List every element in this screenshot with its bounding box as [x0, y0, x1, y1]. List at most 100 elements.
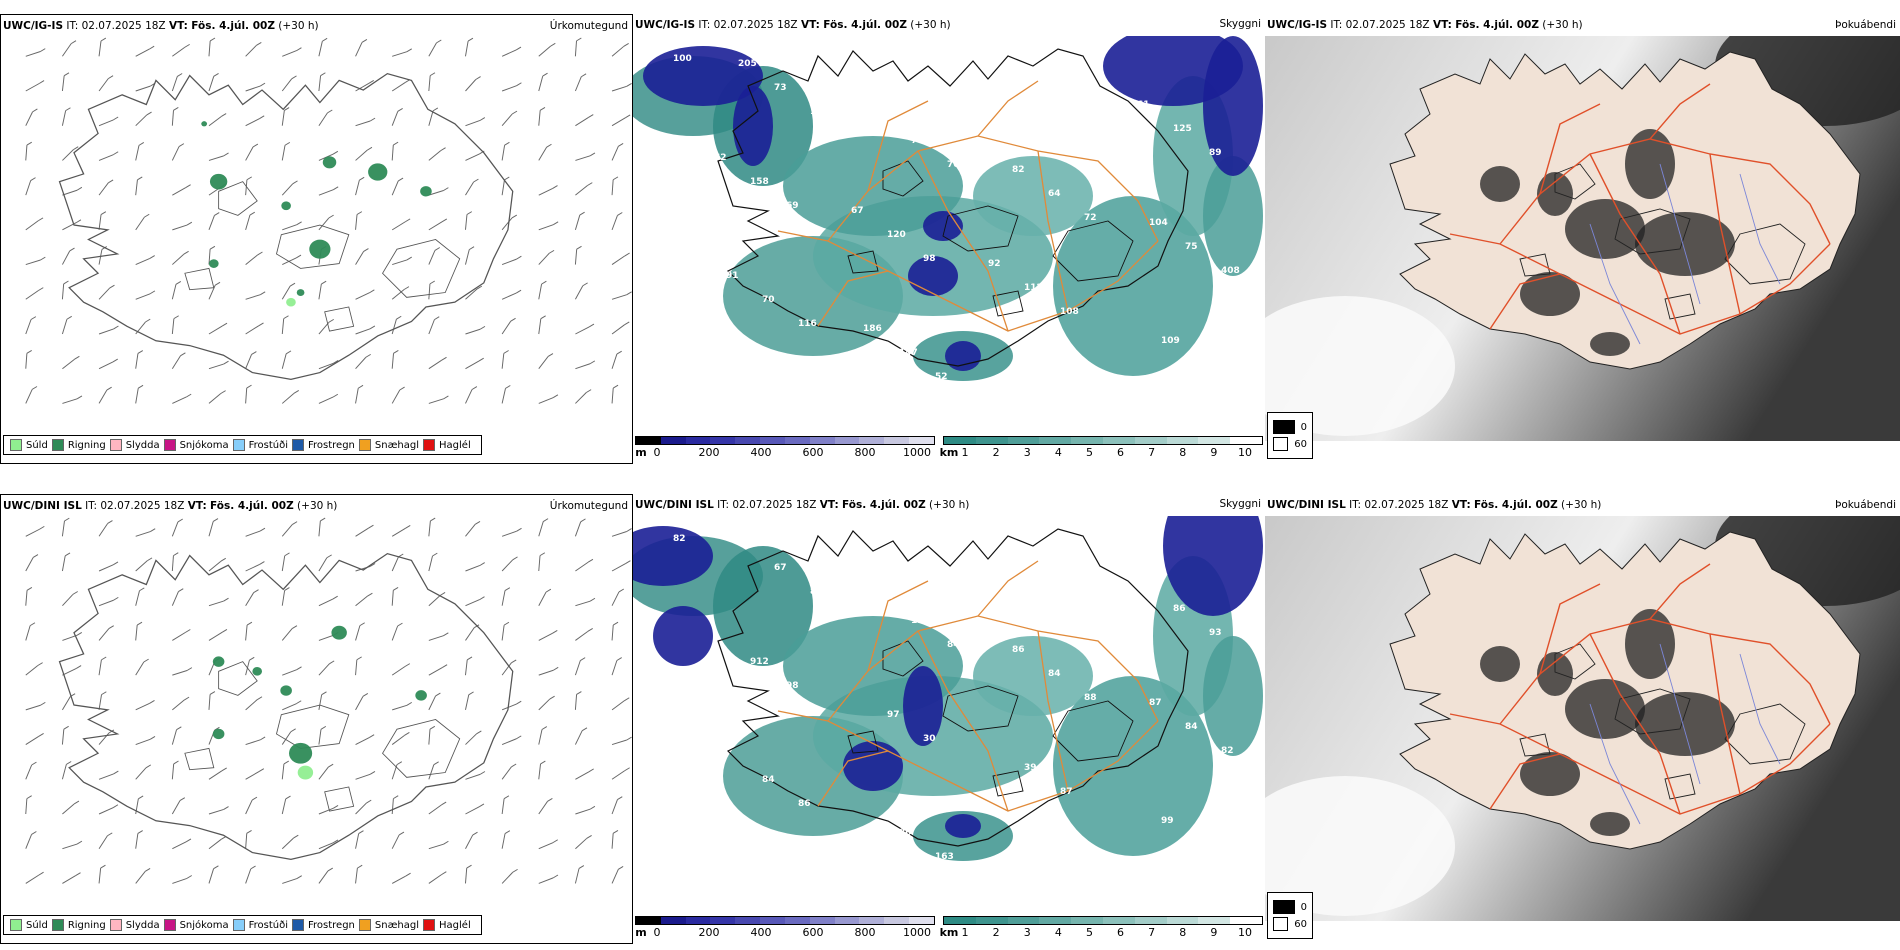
wind-barb: [391, 734, 405, 745]
wind-barb: [501, 590, 506, 606]
fog-dark-area: [1590, 812, 1630, 836]
wind-barb-feather: [589, 360, 596, 365]
wind-barb: [281, 392, 295, 404]
wind-barb: [245, 354, 252, 369]
wind-barb: [208, 808, 224, 815]
wind-barb: [281, 837, 294, 850]
wind-barb: [98, 287, 110, 300]
wind-barb-feather: [333, 360, 339, 364]
wind-barb-feather: [369, 325, 376, 330]
wind-barb: [172, 253, 185, 265]
wind-barb-feather: [292, 521, 298, 525]
wind-barb: [465, 806, 480, 815]
wind-barb: [62, 668, 77, 676]
wind-barb-feather: [185, 838, 192, 843]
precip-cell: [289, 742, 313, 764]
wind-barb-feather: [504, 141, 510, 146]
wind-barb: [245, 388, 248, 404]
wind-barb-feather: [284, 587, 290, 591]
precip-legend: Súld Rigning Slydda Snjókoma Frostúði Frostre…: [3, 915, 482, 935]
wind-barb-feather: [101, 691, 107, 696]
wind-barb: [25, 625, 31, 641]
wind-barb-feather: [368, 524, 374, 529]
wind-barb-feather: [328, 214, 334, 219]
wind-barb-feather: [177, 518, 183, 523]
wind-barb: [208, 325, 223, 335]
wind-barb-feather: [112, 561, 119, 566]
wind-barb: [171, 76, 178, 92]
cloud-base-label: 115: [911, 616, 930, 626]
wind-barb-feather: [26, 587, 33, 591]
wind-barb: [245, 833, 248, 849]
wind-barb-feather: [504, 830, 511, 834]
cloud-base-labels: 82 82 84 88 82 86 163 85 93 98 30 87 80 67 115 84 84 84 80…: [673, 534, 1234, 862]
wind-barb: [135, 48, 150, 57]
wind-barb: [391, 111, 399, 126]
wind-barb: [281, 318, 285, 335]
wind-barb-feather: [37, 662, 43, 666]
wind-barb: [318, 396, 334, 404]
wind-barb-feather: [550, 42, 556, 47]
wind-barb-feather: [40, 256, 46, 261]
wind-barb: [25, 259, 41, 266]
cloud-base-label: 158: [750, 177, 769, 187]
wind-barb-feather: [256, 42, 262, 46]
wind-barb-feather: [246, 176, 252, 181]
wind-barb: [355, 659, 358, 676]
fog-dark-area: [1520, 752, 1580, 796]
wind-barb-feather: [623, 43, 629, 47]
wind-barb: [538, 801, 548, 815]
cloud-base-label: 86: [1012, 645, 1025, 655]
cloud-base-label: 80: [1197, 840, 1210, 850]
fog-dark-area: [1625, 129, 1675, 199]
wind-barb: [98, 389, 108, 404]
cloud-base-label: 912: [750, 657, 769, 667]
wind-barb: [465, 120, 481, 127]
wind-barb-feather: [440, 592, 446, 596]
wind-barb: [245, 118, 260, 127]
wind-barb: [245, 325, 259, 335]
scale-tick-label: 5: [1085, 446, 1093, 459]
wind-barb: [428, 359, 442, 370]
wind-barb-feather: [361, 39, 368, 43]
wind-barb-feather: [113, 151, 119, 156]
wind-barb: [245, 146, 254, 161]
scale-tick-label: 7: [1148, 926, 1156, 939]
wind-barb-feather: [516, 289, 522, 294]
panel-title: UWC/IG-IS IT: 02.07.2025 18Z VT: Fös. 4.…: [635, 19, 951, 31]
wind-barb-feather: [76, 186, 83, 191]
precip-legend: Súld Rigning Slydda Snjókoma Frostúði Frostre…: [3, 435, 482, 455]
fog-legend-item: 60: [1273, 437, 1307, 451]
wind-barb-feather: [624, 697, 630, 702]
wind-barb-feather: [553, 221, 559, 226]
wind-barb: [61, 283, 65, 300]
precip-legend-item: Haglél: [423, 439, 471, 451]
wind-barb-feather: [31, 386, 38, 390]
legend-swatch: [1273, 900, 1295, 914]
precip-cell: [201, 121, 208, 127]
cloud-base-label: 84: [762, 775, 775, 785]
wind-barb: [538, 284, 543, 300]
wind-barb-feather: [475, 76, 481, 80]
cloud-base-label: 408: [1221, 266, 1240, 276]
wind-barb-feather: [478, 357, 484, 362]
wind-barb-feather: [441, 356, 447, 361]
wind-barb-feather: [552, 839, 559, 844]
wind-barb: [611, 85, 627, 92]
wind-barb-feather: [295, 254, 302, 259]
wind-barb: [428, 150, 442, 161]
wind-barb-feather: [624, 252, 630, 257]
wind-barb: [391, 625, 399, 641]
wind-barb-feather: [397, 108, 403, 112]
low-cloud-area: [1203, 36, 1263, 176]
wind-barb: [501, 530, 517, 537]
cloud-base-label: 125: [1173, 124, 1192, 134]
wind-barb: [208, 155, 224, 161]
wind-barb-feather: [64, 517, 70, 522]
wind-barb: [282, 878, 298, 884]
wind-barb-feather: [479, 596, 485, 601]
scale-tick-label: 10: [1238, 446, 1252, 459]
legend-label: 0: [1300, 421, 1307, 433]
scale-tick-label: 7: [1148, 446, 1156, 459]
precip-cell: [296, 289, 305, 297]
